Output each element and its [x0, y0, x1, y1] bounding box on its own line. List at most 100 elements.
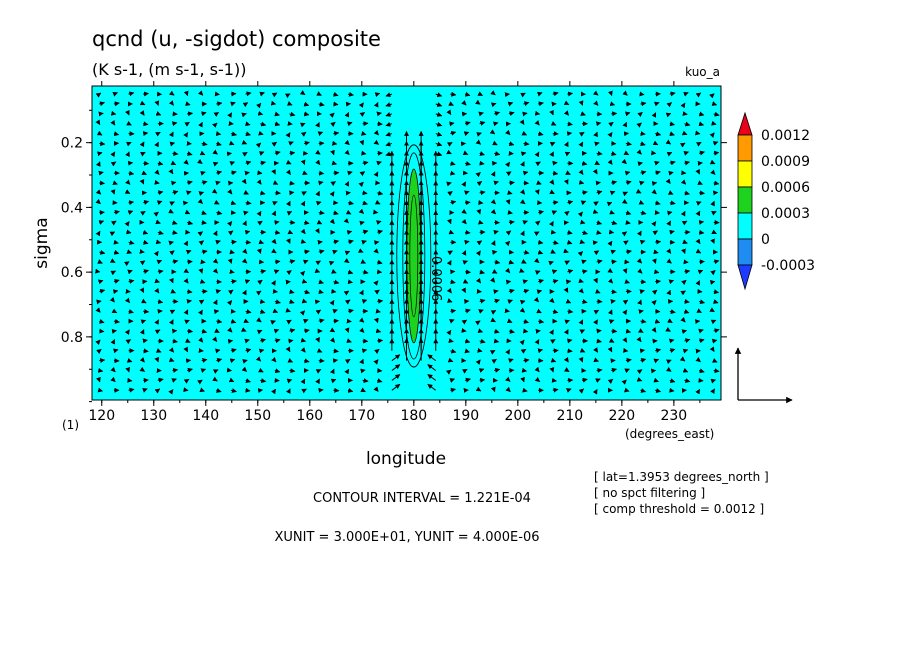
- wind-vector: [684, 103, 685, 104]
- wind-vector: [202, 192, 204, 193]
- wind-vector: [129, 222, 130, 223]
- wind-vector: [524, 153, 526, 154]
- wind-vector: [450, 341, 453, 342]
- wind-vector: [524, 162, 525, 163]
- wind-vector: [480, 360, 481, 361]
- wind-vector: [114, 193, 115, 194]
- wind-vector: [641, 123, 642, 124]
- wind-vector: [202, 122, 203, 123]
- wind-vector: [524, 124, 525, 125]
- wind-vector: [714, 351, 715, 352]
- colorbar-label: 0.0012: [761, 128, 810, 144]
- y-tick-label: 0.6: [61, 265, 83, 281]
- wind-vector: [538, 340, 539, 341]
- wind-vector: [524, 380, 525, 381]
- wind-vector: [143, 183, 144, 184]
- wind-vector: [275, 222, 279, 223]
- colorbar-label: 0.0003: [761, 206, 810, 222]
- wind-vector: [275, 281, 276, 282]
- wind-vector: [714, 242, 715, 243]
- wind-vector: [524, 340, 525, 341]
- y-tick-label: 0.8: [61, 330, 83, 346]
- wind-vector: [348, 291, 349, 292]
- wind-vector: [611, 94, 612, 95]
- wind-vector: [216, 380, 217, 381]
- vector-units-text: XUNIT = 3.000E+01, YUNIT = 4.000E-06: [275, 530, 540, 545]
- wind-vector: [99, 331, 104, 332]
- wind-vector: [597, 132, 598, 133]
- wind-vector: [172, 143, 174, 144]
- wind-vector: [450, 301, 452, 302]
- wind-vector: [597, 361, 599, 362]
- colorbar-segment: [738, 161, 752, 187]
- wind-vector: [480, 133, 482, 134]
- wind-vector: [260, 103, 261, 104]
- wind-vector: [567, 104, 568, 105]
- wind-vector: [494, 390, 495, 391]
- wind-vector: [641, 153, 642, 154]
- wind-vector: [348, 182, 349, 183]
- wind-vector: [480, 251, 481, 252]
- wind-vector: [172, 182, 175, 183]
- wind-vector: [363, 359, 364, 360]
- wind-vector: [597, 173, 598, 174]
- wind-vector: [260, 211, 261, 212]
- colorbar-under: [738, 265, 752, 289]
- wind-vector: [553, 380, 557, 381]
- wind-vector: [289, 389, 290, 390]
- wind-vector: [275, 173, 276, 174]
- wind-vector: [246, 212, 249, 213]
- wind-vector: [319, 123, 320, 124]
- wind-vector: [246, 390, 250, 391]
- wind-vector: [538, 262, 539, 263]
- wind-vector: [597, 143, 600, 144]
- x-tick-label: 160: [296, 408, 323, 424]
- wind-vector: [187, 331, 192, 332]
- plot-area: 0.0006: [92, 86, 721, 400]
- wind-vector: [172, 282, 173, 283]
- wind-vector: [363, 213, 364, 214]
- wind-vector: [494, 172, 495, 173]
- wind-vector: [465, 272, 470, 273]
- wind-vector: [582, 104, 583, 105]
- wind-vector: [684, 291, 685, 292]
- wind-vector: [143, 351, 148, 352]
- wind-vector: [699, 281, 700, 282]
- wind-vector: [465, 232, 470, 233]
- wind-vector: [143, 292, 144, 293]
- wind-vector: [158, 242, 161, 243]
- wind-vector: [684, 252, 685, 253]
- wind-vector: [611, 241, 612, 242]
- wind-vector: [143, 133, 148, 134]
- wind-vector: [699, 193, 704, 194]
- y-tick-label: 0.2: [61, 136, 83, 152]
- wind-vector: [641, 231, 642, 232]
- wind-vector: [363, 143, 364, 144]
- wind-vector: [465, 251, 466, 252]
- wind-vector: [99, 113, 103, 114]
- wind-vector: [641, 300, 642, 301]
- wind-vector: [319, 173, 324, 174]
- wind-vector: [567, 142, 568, 143]
- wind-vector: [567, 183, 568, 184]
- wind-vector: [450, 330, 451, 331]
- wind-vector: [348, 262, 349, 263]
- wind-vector: [187, 351, 188, 352]
- wind-vector: [509, 203, 510, 204]
- wind-vector: [377, 340, 382, 341]
- wind-vector: [158, 361, 159, 362]
- wind-vector: [99, 340, 100, 341]
- wind-vector: [333, 113, 334, 114]
- wind-vector: [319, 379, 320, 380]
- wind-vector: [158, 251, 159, 252]
- wind-vector: [524, 231, 525, 232]
- wind-vector: [641, 94, 644, 95]
- wind-vector: [582, 361, 583, 362]
- note-filtering: [ no spct filtering ]: [594, 486, 705, 500]
- wind-vector: [363, 193, 367, 194]
- wind-vector: [143, 330, 144, 331]
- wind-vector: [333, 153, 334, 154]
- wind-vector: [714, 133, 715, 134]
- wind-vector: [509, 182, 514, 183]
